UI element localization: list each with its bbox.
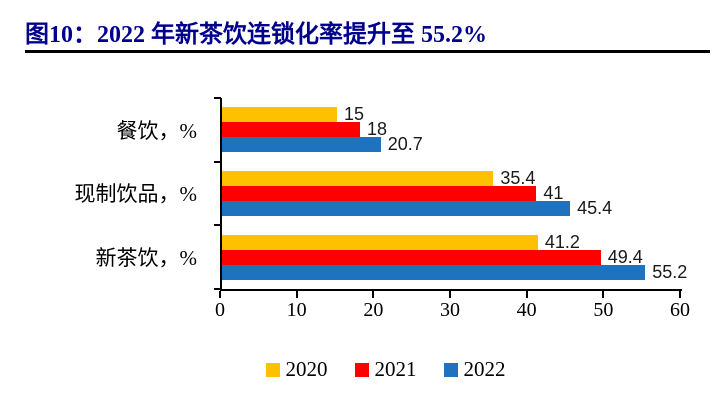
x-axis-label-30: 30 <box>440 299 460 321</box>
bar-2021-cat0 <box>222 122 360 138</box>
category-label-0: 餐饮，% <box>116 118 198 143</box>
value-label-2022-cat1: 45.4 <box>577 198 613 218</box>
value-label-2021-cat0: 18 <box>367 119 388 140</box>
x-axis-label-50: 50 <box>593 299 614 321</box>
x-axis-label-20: 20 <box>363 299 384 321</box>
value-label-2020-cat1: 35.4 <box>500 168 536 188</box>
legend-label-2022: 2022 <box>463 357 506 381</box>
bar-2020-cat2 <box>222 234 538 250</box>
value-label-2021-cat2: 49.4 <box>607 246 643 267</box>
y-axis-tick <box>214 288 221 290</box>
x-axis-tick <box>525 291 528 298</box>
y-axis-tick <box>214 160 221 163</box>
legend-item-2021: 2021 <box>354 357 417 381</box>
figure-title: 图10：2022 年新茶饮连锁化率提升至 55.2% <box>25 22 487 48</box>
category-label-2: 新茶饮，% <box>95 246 198 271</box>
title-underline <box>25 50 710 53</box>
value-label-2021-cat1: 41 <box>543 183 564 203</box>
x-axis-tick <box>449 291 451 298</box>
bar-2020-cat0 <box>222 107 337 123</box>
x-axis-tick <box>219 291 221 298</box>
legend-swatch-2021 <box>354 362 369 377</box>
legend-swatch-2022 <box>443 362 458 377</box>
value-label-2020-cat0: 15 <box>344 104 365 125</box>
bar-2021-cat1 <box>222 186 537 201</box>
legend-item-2022: 2022 <box>443 357 506 381</box>
x-axis-tick <box>372 291 375 298</box>
legend-item-2020: 2020 <box>265 357 328 381</box>
plot-area: 15 18 20.7 35.4 41 45.4 41.2 49.4 55.2 <box>214 97 687 291</box>
x-axis-label-40: 40 <box>516 299 537 321</box>
x-axis-tick <box>679 291 681 298</box>
value-label-2022-cat0: 20.7 <box>387 134 423 155</box>
category-label-1: 现制饮品，% <box>74 182 198 207</box>
y-axis-tick <box>214 224 221 227</box>
x-axis-label-0: 0 <box>215 299 225 321</box>
bar-2021-cat2 <box>222 249 601 265</box>
bar-2022-cat1 <box>222 201 571 216</box>
bar-2022-cat0 <box>222 137 381 153</box>
value-label-2022-cat2: 55.2 <box>652 261 688 282</box>
bar-2020-cat1 <box>222 171 494 186</box>
bar-2022-cat2 <box>222 264 646 280</box>
x-axis-tick <box>295 291 298 298</box>
x-axis-label-10: 10 <box>286 299 307 321</box>
x-axis-tick <box>602 291 605 298</box>
value-label-2020-cat2: 41.2 <box>544 231 580 252</box>
legend-label-2020: 2020 <box>285 357 328 381</box>
chart-legend: 2020 2021 2022 <box>23 359 725 380</box>
x-axis-label-60: 60 <box>670 299 690 321</box>
y-axis-category-labels: 餐饮，% 现制饮品，% 新茶饮，% <box>0 98 207 289</box>
legend-label-2021: 2021 <box>374 357 417 381</box>
y-axis-tick <box>214 97 221 99</box>
legend-swatch-2020 <box>265 362 280 377</box>
